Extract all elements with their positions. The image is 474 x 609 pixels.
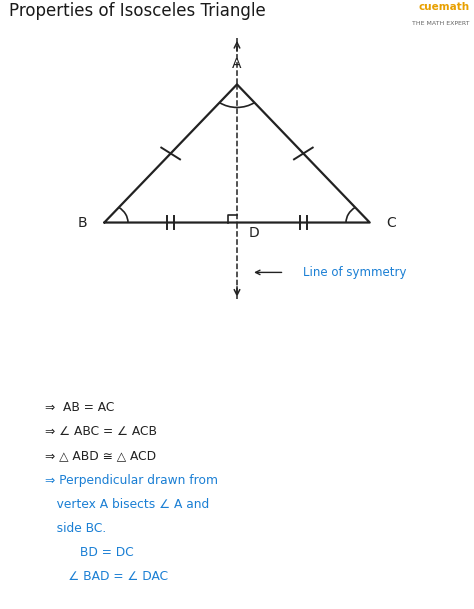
Text: ⇒ ∠ ABC = ∠ ACB: ⇒ ∠ ABC = ∠ ACB [46,425,157,438]
Text: Properties of Isosceles Triangle: Properties of Isosceles Triangle [9,2,266,20]
Text: vertex A bisects ∠ A and: vertex A bisects ∠ A and [46,498,210,511]
FancyBboxPatch shape [5,385,469,604]
Text: D: D [249,227,260,241]
Text: Line of symmetry: Line of symmetry [303,266,407,279]
Text: side BC.: side BC. [46,522,107,535]
Text: THE MATH EXPERT: THE MATH EXPERT [412,21,469,26]
Text: A: A [232,57,242,71]
Text: ⇒ Perpendicular drawn from: ⇒ Perpendicular drawn from [46,474,219,487]
Text: cuemath: cuemath [418,2,469,12]
Text: C: C [386,216,396,230]
Text: ∠ BAD = ∠ DAC: ∠ BAD = ∠ DAC [46,570,169,583]
Text: ⇒  AB = AC: ⇒ AB = AC [46,401,115,414]
Text: B: B [78,216,88,230]
Text: BD = DC: BD = DC [46,546,134,559]
Text: ⇒ △ ABD ≅ △ ACD: ⇒ △ ABD ≅ △ ACD [46,449,156,462]
